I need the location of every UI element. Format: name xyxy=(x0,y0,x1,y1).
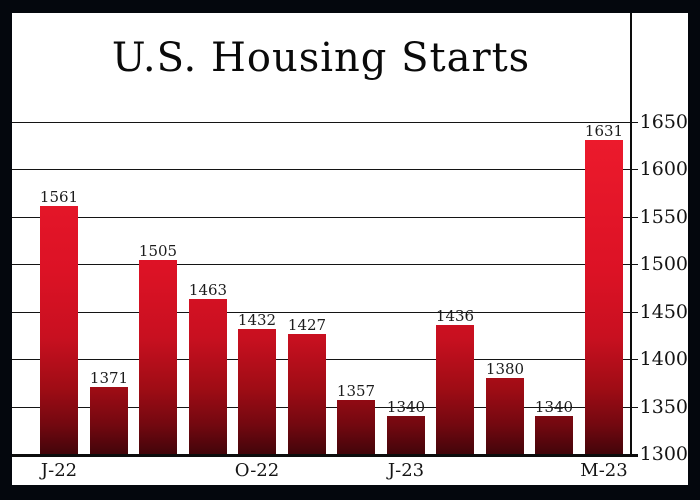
chart-title: U.S. Housing Starts xyxy=(111,35,531,81)
bar-value-label: 1357 xyxy=(336,382,376,400)
gridline xyxy=(12,122,638,123)
bar xyxy=(436,325,474,454)
chart-canvas: U.S. Housing Starts 1561 1371 1505 1463 1432… xyxy=(12,13,688,485)
y-axis-line xyxy=(630,13,632,457)
bar xyxy=(238,329,276,454)
bar xyxy=(288,334,326,454)
bar-value-label: 1340 xyxy=(386,398,426,416)
gridline xyxy=(12,312,638,313)
x-tick-label: O-22 xyxy=(234,460,280,481)
bar-value-label: 1371 xyxy=(89,369,129,387)
bar-value-label: 1340 xyxy=(534,398,574,416)
y-tick-label: 1350 xyxy=(639,396,688,418)
bar xyxy=(139,260,177,454)
bar-value-label: 1463 xyxy=(188,281,228,299)
bar xyxy=(486,378,524,454)
bar xyxy=(189,299,227,454)
bar-value-label: 1436 xyxy=(435,307,475,325)
bar xyxy=(535,416,573,454)
y-tick-label: 1450 xyxy=(639,301,688,323)
bar-value-label: 1432 xyxy=(237,311,277,329)
y-tick-label: 1600 xyxy=(639,158,688,180)
bar-value-label: 1380 xyxy=(485,360,525,378)
bar-value-label: 1427 xyxy=(287,316,327,334)
y-tick-label: 1550 xyxy=(639,206,688,228)
bar-value-label: 1505 xyxy=(138,242,178,260)
y-tick-label: 1300 xyxy=(639,443,688,465)
x-tick-label: J-23 xyxy=(387,460,425,481)
x-tick-label: M-23 xyxy=(580,460,628,481)
y-tick-label: 1500 xyxy=(639,253,688,275)
bar xyxy=(337,400,375,454)
bar xyxy=(90,387,128,454)
bar xyxy=(387,416,425,454)
bar xyxy=(40,206,78,454)
bar-value-label: 1561 xyxy=(39,188,79,206)
gridline xyxy=(12,169,638,170)
x-axis-line xyxy=(12,454,638,457)
bar-value-label: 1631 xyxy=(584,122,624,140)
bar xyxy=(585,140,623,454)
y-tick-label: 1650 xyxy=(639,111,688,133)
x-tick-label: J-22 xyxy=(40,460,78,481)
y-tick-label: 1400 xyxy=(639,348,688,370)
gridline xyxy=(12,217,638,218)
gridline xyxy=(12,264,638,265)
